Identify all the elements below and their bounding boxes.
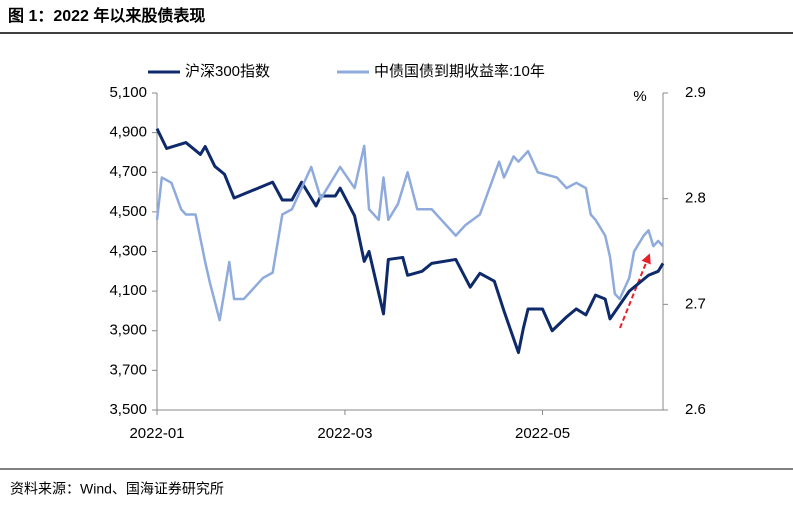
series-line bbox=[155, 128, 665, 355]
y-tick-label: 5,100 bbox=[109, 84, 147, 101]
y2-unit: % bbox=[633, 88, 646, 105]
y2-tick-label: 2.8 bbox=[685, 190, 706, 207]
y-tick-label: 3,900 bbox=[109, 322, 147, 339]
y2-tick-label: 2.7 bbox=[685, 295, 706, 312]
y-tick-label: 4,100 bbox=[109, 282, 147, 299]
y-tick-label: 4,500 bbox=[109, 203, 147, 220]
chart-title: 图 1：2022 年以来股债表现 bbox=[8, 6, 205, 25]
y-tick-label: 3,500 bbox=[109, 401, 147, 418]
legend-label: 中债国债到期收益率:10年 bbox=[374, 63, 545, 80]
source: 资料来源：Wind、国海证券研究所 bbox=[10, 481, 224, 497]
x-tick-label: 2022-03 bbox=[317, 425, 372, 442]
y2-tick-label: 2.6 bbox=[685, 401, 706, 418]
x-tick-label: 2022-05 bbox=[515, 425, 570, 442]
trend-arrow bbox=[619, 253, 651, 329]
y-tick-label: 4,300 bbox=[109, 242, 147, 259]
x-tick-label: 2022-01 bbox=[129, 425, 184, 442]
series-line bbox=[155, 144, 664, 322]
y2-tick-label: 2.9 bbox=[685, 84, 706, 101]
legend-label: 沪深300指数 bbox=[185, 63, 270, 80]
y-tick-label: 4,700 bbox=[109, 163, 147, 180]
y-tick-label: 4,900 bbox=[109, 124, 147, 141]
y-tick-label: 3,700 bbox=[109, 361, 147, 378]
